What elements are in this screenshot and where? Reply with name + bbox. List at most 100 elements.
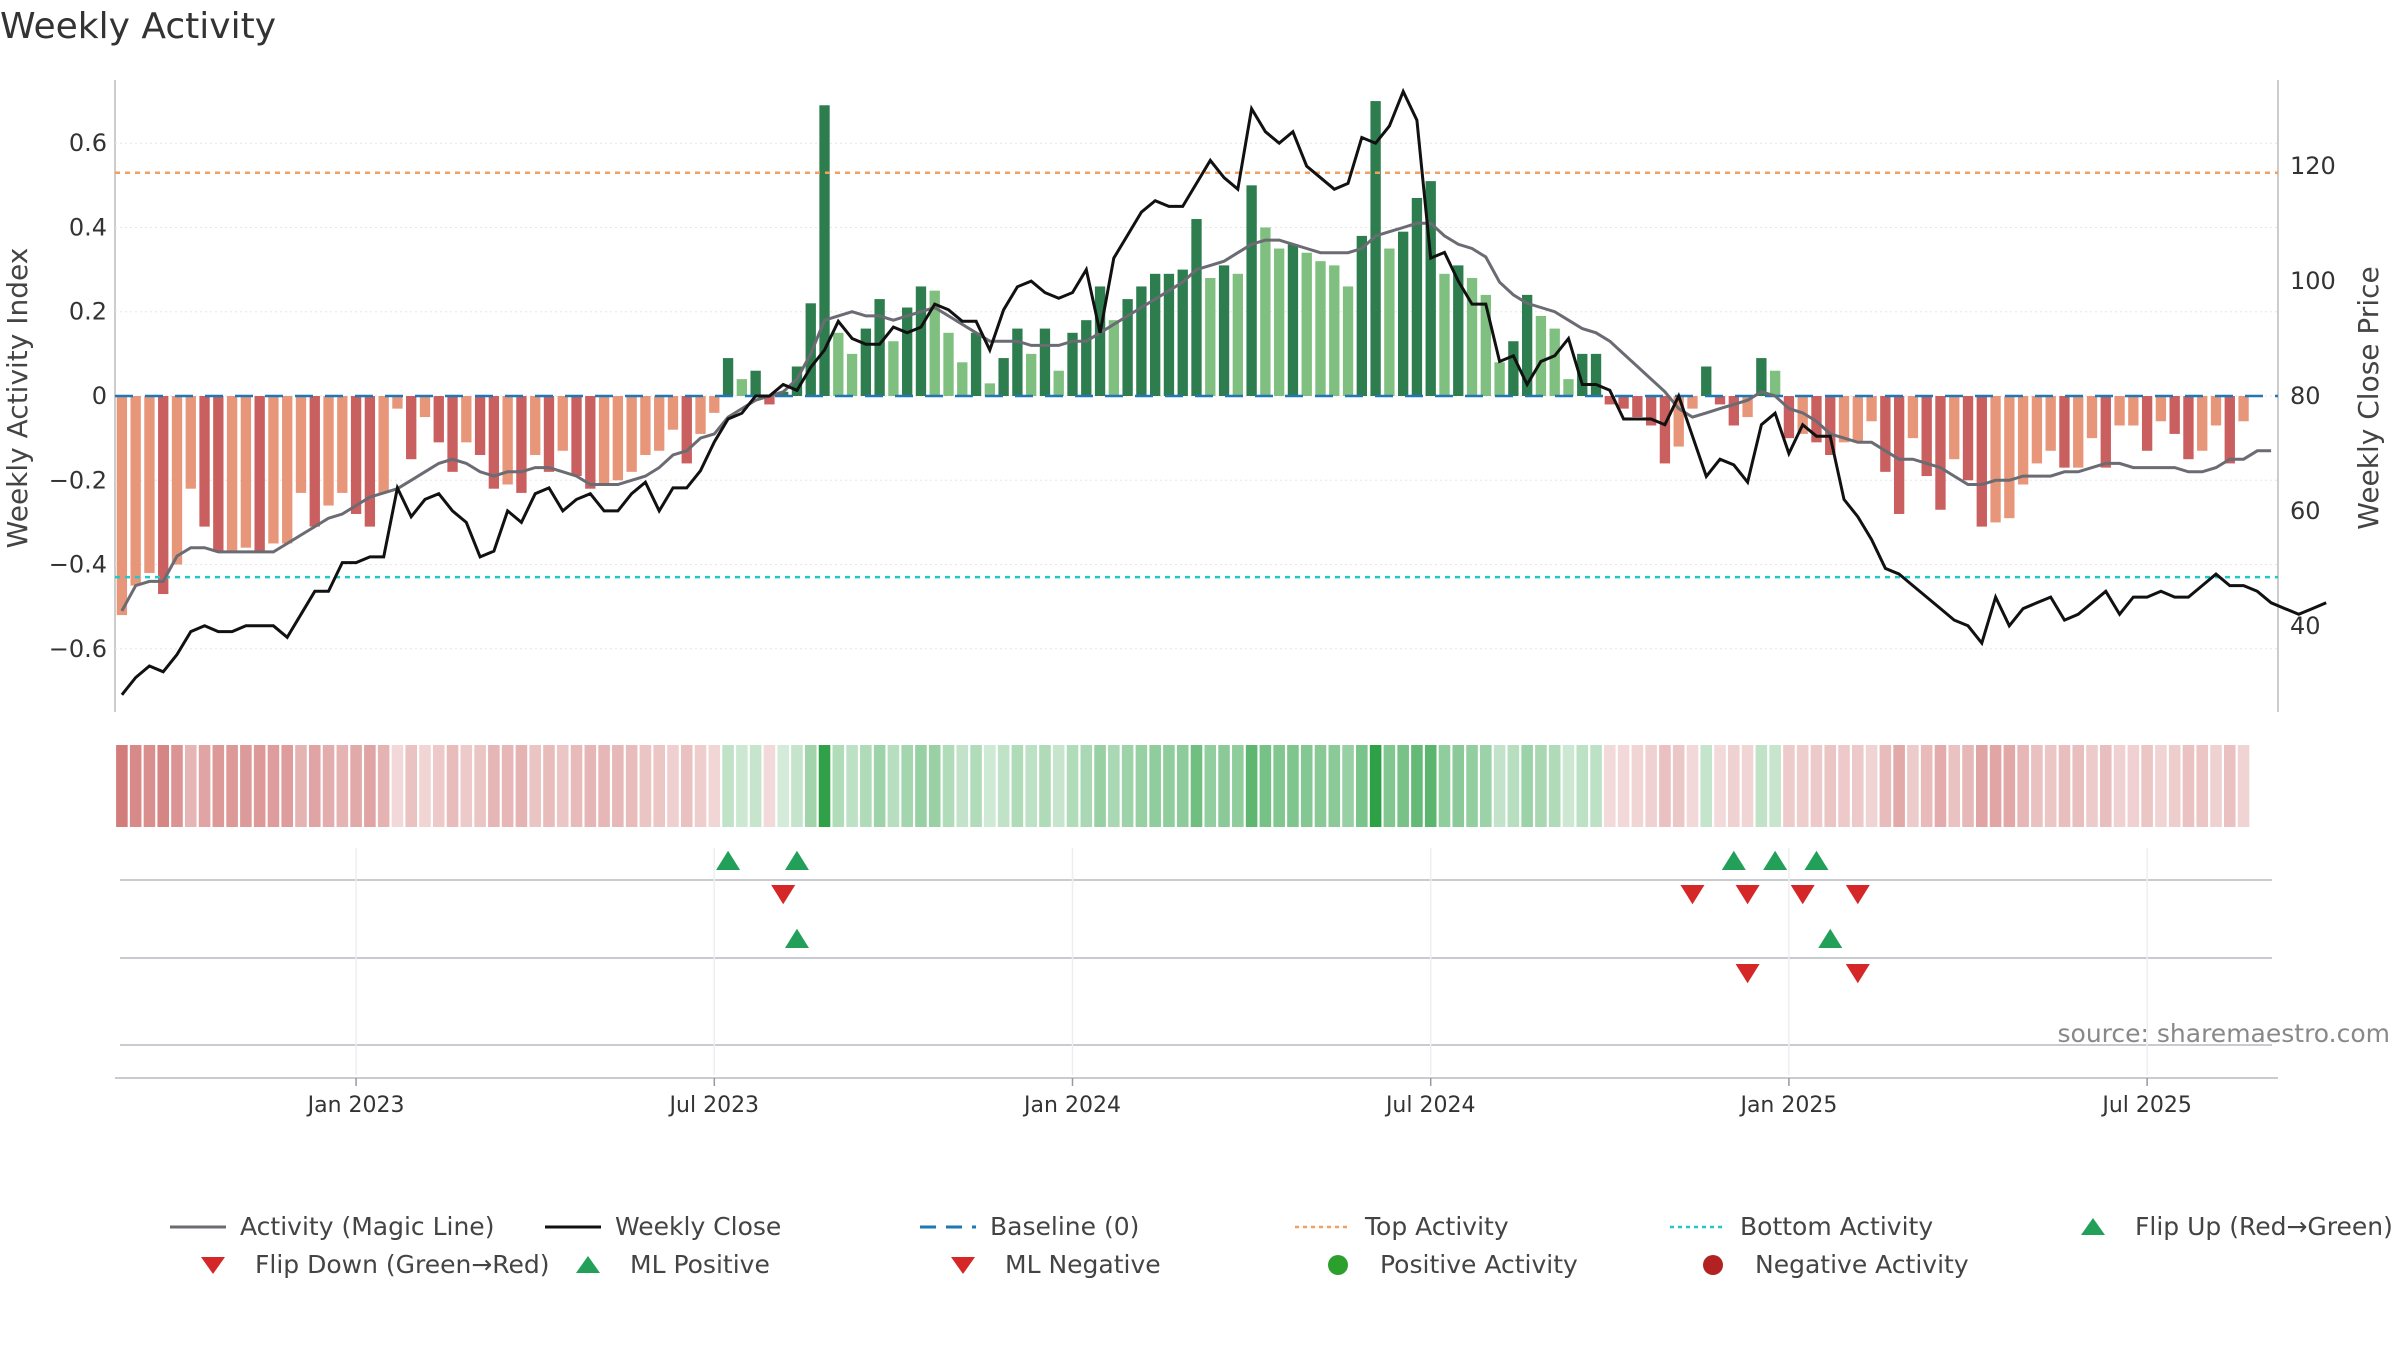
activity-bar <box>2141 396 2153 451</box>
activity-bar <box>874 299 885 396</box>
activity-bar <box>1205 278 1216 396</box>
flip-down-marker <box>1735 885 1760 905</box>
activity-bar <box>612 396 624 481</box>
heat-cell <box>1810 745 1823 827</box>
ml-negative-marker <box>1845 964 1870 984</box>
heat-cell <box>157 745 170 827</box>
heat-cell <box>308 745 321 827</box>
activity-bar <box>957 362 968 396</box>
legend-symbol <box>1703 1254 1723 1275</box>
chart-title: Weekly Activity <box>0 6 276 47</box>
activity-bar <box>888 341 899 396</box>
heat-cell <box>529 745 541 827</box>
ml-negative-marker <box>1735 964 1760 984</box>
heat-cell <box>391 745 404 827</box>
heat-cell <box>1659 745 1671 827</box>
heat-cell <box>212 745 225 827</box>
activity-bar <box>1728 396 1739 426</box>
heat-cell <box>570 745 583 827</box>
activity-bar <box>1976 396 1987 527</box>
heat-cell <box>1411 745 1423 827</box>
heat-cell <box>2100 745 2112 827</box>
x-tick-label: Jan 2023 <box>306 1093 405 1118</box>
activity-bar <box>1590 353 1602 396</box>
activity-bar <box>1384 248 1395 396</box>
heat-cell <box>1245 745 1258 827</box>
heat-cell <box>1204 745 1217 827</box>
x-tick-label: Jan 2025 <box>1738 1093 1837 1118</box>
flip-up-marker <box>716 850 741 870</box>
heat-cell <box>887 745 900 827</box>
activity-bar <box>461 396 472 443</box>
activity-bar <box>1425 181 1436 396</box>
heat-cell <box>791 745 803 827</box>
heat-cell <box>1507 745 1520 827</box>
y-right-tick-label: 100 <box>2290 267 2336 295</box>
heat-cell <box>2086 745 2098 827</box>
heat-cell <box>956 745 969 827</box>
legend-item: Positive Activity <box>1308 1250 1578 1279</box>
heat-cell <box>184 745 197 827</box>
activity-bar <box>1094 286 1106 396</box>
source-label: source: sharemaestro.com <box>2058 1019 2391 1048</box>
activity-bar <box>846 353 858 396</box>
activity-bar <box>2031 396 2043 464</box>
activity-bar <box>1026 353 1037 396</box>
heat-cell <box>1480 745 1492 827</box>
heat-cell <box>915 745 927 827</box>
activity-bar <box>199 396 210 527</box>
legend-label: Top Activity <box>1365 1212 1509 1241</box>
activity-bar <box>1756 358 1767 396</box>
heat-cell <box>1865 745 1878 827</box>
heat-cell <box>736 745 748 827</box>
activity-bar <box>1714 396 1726 405</box>
flip-up-marker <box>1721 850 1746 870</box>
heat-cell <box>1259 745 1272 827</box>
activity-bar <box>488 396 500 489</box>
activity-bar <box>915 286 927 396</box>
heat-cell <box>2237 745 2250 827</box>
activity-bar <box>695 396 706 434</box>
heat-cell <box>1176 745 1189 827</box>
heat-cell <box>419 745 431 827</box>
legend-symbol <box>170 1225 226 1228</box>
heat-cell <box>1976 745 1988 827</box>
heat-cell <box>281 745 293 827</box>
ml-positive-marker <box>784 928 809 948</box>
activity-bar <box>819 105 830 396</box>
activity-bar <box>1342 286 1354 396</box>
heat-cell <box>2113 745 2126 827</box>
activity-bar <box>1921 396 1932 477</box>
heat-cell <box>1934 745 1947 827</box>
activity-bar <box>2169 396 2180 434</box>
legend-symbol <box>201 1256 225 1274</box>
activity-bar <box>1232 273 1243 396</box>
activity-bar <box>2128 396 2139 426</box>
activity-bar <box>337 396 348 493</box>
activity-bar <box>2238 396 2249 422</box>
activity-bar <box>171 396 183 565</box>
activity-bar <box>1315 261 1326 396</box>
legend-item: Bottom Activity <box>1668 1212 1933 1241</box>
y-left-tick-label: 0.6 <box>69 129 107 157</box>
heat-cell <box>639 745 652 827</box>
y-left-tick-label: −0.4 <box>49 551 107 579</box>
activity-bar <box>1673 396 1684 447</box>
activity-bar <box>1962 396 1974 481</box>
heat-cell <box>515 745 528 827</box>
flip-down-marker <box>1845 885 1870 905</box>
heat-cell <box>1741 745 1754 827</box>
activity-bar <box>598 396 610 485</box>
activity-bar <box>1329 265 1340 396</box>
heat-cell <box>1645 745 1657 827</box>
heat-cell <box>1342 745 1354 827</box>
heat-cell <box>1796 745 1809 827</box>
heat-cell <box>1700 745 1713 827</box>
heat-cell <box>694 745 707 827</box>
heat-cell <box>680 745 693 827</box>
heat-cell <box>1163 745 1175 827</box>
activity-bar <box>502 396 513 485</box>
activity-bar <box>778 391 789 396</box>
activity-bar <box>309 396 320 527</box>
activity-bar <box>1893 396 1905 514</box>
